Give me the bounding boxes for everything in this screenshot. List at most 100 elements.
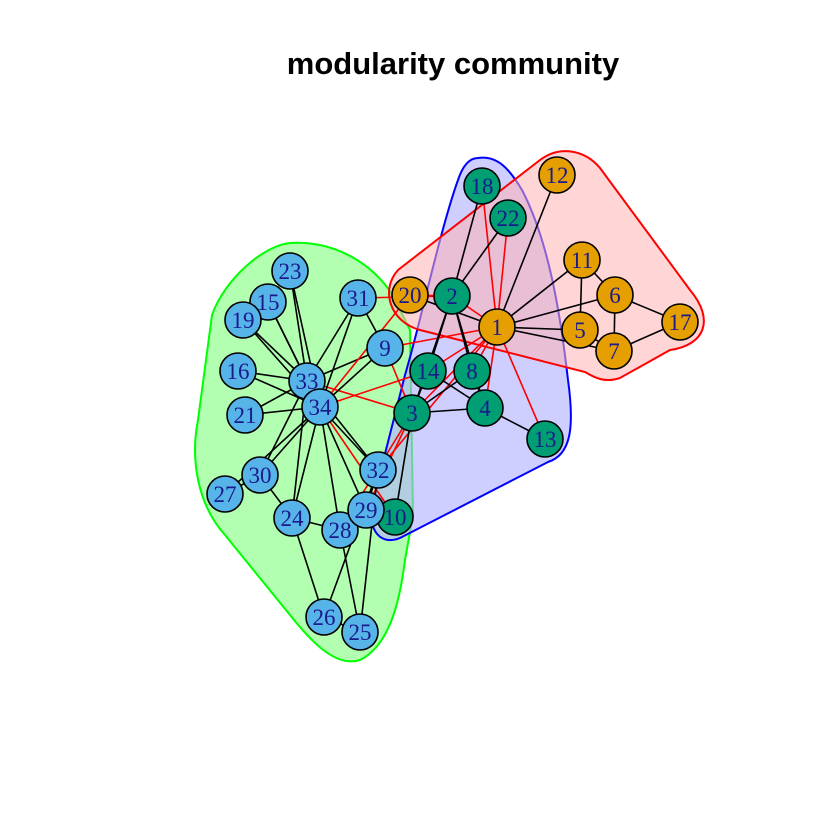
node-18: 18	[463, 167, 501, 205]
node-label: 21	[234, 403, 257, 428]
node-label: 12	[546, 163, 569, 188]
node-circle	[661, 303, 699, 341]
node-25: 25	[341, 613, 379, 651]
node-9: 9	[366, 329, 404, 367]
community-hulls	[194, 150, 705, 663]
node-circle	[321, 511, 359, 549]
node-circle	[273, 499, 311, 537]
node-circle	[391, 276, 429, 314]
node-circle	[563, 241, 601, 279]
node-19: 19	[224, 301, 262, 339]
node-3: 3	[393, 394, 431, 432]
node-circle	[301, 388, 339, 426]
node-22: 22	[489, 199, 527, 237]
edge-1-6	[496, 294, 616, 328]
node-circle	[219, 352, 257, 390]
node-circle	[341, 613, 379, 651]
node-label: 9	[379, 336, 391, 361]
node-label: 2	[446, 284, 458, 309]
node-circle	[224, 301, 262, 339]
node-12: 12	[538, 156, 576, 194]
node-27: 27	[206, 475, 244, 513]
node-label: 7	[608, 339, 620, 364]
edge-1-18	[481, 185, 498, 328]
node-5: 5	[561, 311, 599, 349]
edge-20-34	[319, 294, 411, 408]
node-label: 28	[329, 518, 352, 543]
node-label: 20	[399, 283, 422, 308]
node-circle	[596, 276, 634, 314]
chart-title: modularity community	[286, 46, 620, 81]
node-label: 32	[367, 458, 390, 483]
node-16: 16	[219, 352, 257, 390]
node-label: 16	[227, 359, 250, 384]
node-circle	[206, 475, 244, 513]
edge-29-34	[319, 406, 367, 511]
node-circle	[347, 491, 385, 529]
node-circle	[271, 252, 309, 290]
node-34: 34	[301, 388, 339, 426]
node-11: 11	[563, 241, 601, 279]
node-label: 14	[417, 359, 441, 384]
node-4: 4	[466, 389, 504, 427]
edge-14-34	[319, 370, 429, 408]
edge-24-34	[291, 406, 321, 519]
node-23: 23	[271, 252, 309, 290]
node-circle	[393, 394, 431, 432]
edge-1-13	[496, 326, 546, 440]
node-circle	[561, 311, 599, 349]
edge-1-9	[384, 326, 498, 349]
node-circle	[241, 456, 279, 494]
edge-2-18	[451, 185, 483, 297]
node-label: 11	[571, 248, 593, 273]
node-label: 17	[669, 310, 692, 335]
node-21: 21	[226, 396, 264, 434]
node-label: 3	[406, 401, 418, 426]
edge-1-7	[496, 326, 615, 352]
node-label: 10	[384, 505, 407, 530]
node-7: 7	[595, 332, 633, 370]
node-label: 22	[497, 206, 520, 231]
node-14: 14	[409, 352, 447, 390]
node-circle	[305, 598, 343, 636]
node-28: 28	[321, 511, 359, 549]
node-circle	[433, 277, 471, 315]
node-20: 20	[391, 276, 429, 314]
graph-nodes: 123 4567891011121314151617181920212223242…	[206, 156, 699, 651]
node-circle	[526, 420, 564, 458]
node-31: 31	[339, 279, 377, 317]
node-2: 2	[433, 277, 471, 315]
node-label: 4	[479, 396, 491, 421]
node-circle	[463, 167, 501, 205]
node-label: 27	[214, 482, 237, 507]
node-label: 6	[609, 283, 621, 308]
node-circle	[595, 332, 633, 370]
node-label: 15	[257, 290, 280, 315]
node-label: 5	[574, 318, 586, 343]
node-circle	[466, 389, 504, 427]
node-17: 17	[661, 303, 699, 341]
node-circle	[226, 396, 264, 434]
edge-1-32	[377, 326, 498, 471]
node-label: 1	[491, 315, 503, 340]
node-circle	[366, 329, 404, 367]
node-30: 30	[241, 456, 279, 494]
node-13: 13	[526, 420, 564, 458]
node-circle	[339, 279, 377, 317]
node-label: 13	[534, 427, 557, 452]
node-label: 24	[281, 506, 305, 531]
edge-31-34	[319, 297, 359, 408]
node-label: 18	[471, 174, 494, 199]
node-1: 1	[478, 308, 516, 346]
node-circle	[489, 199, 527, 237]
node-label: 30	[249, 463, 272, 488]
node-29: 29	[347, 491, 385, 529]
node-label: 25	[349, 620, 372, 645]
edge-10-34	[319, 406, 396, 518]
node-26: 26	[305, 598, 343, 636]
node-label: 34	[309, 395, 333, 420]
node-circle	[478, 308, 516, 346]
node-label: 33	[296, 369, 319, 394]
community-hull-red	[388, 150, 705, 382]
